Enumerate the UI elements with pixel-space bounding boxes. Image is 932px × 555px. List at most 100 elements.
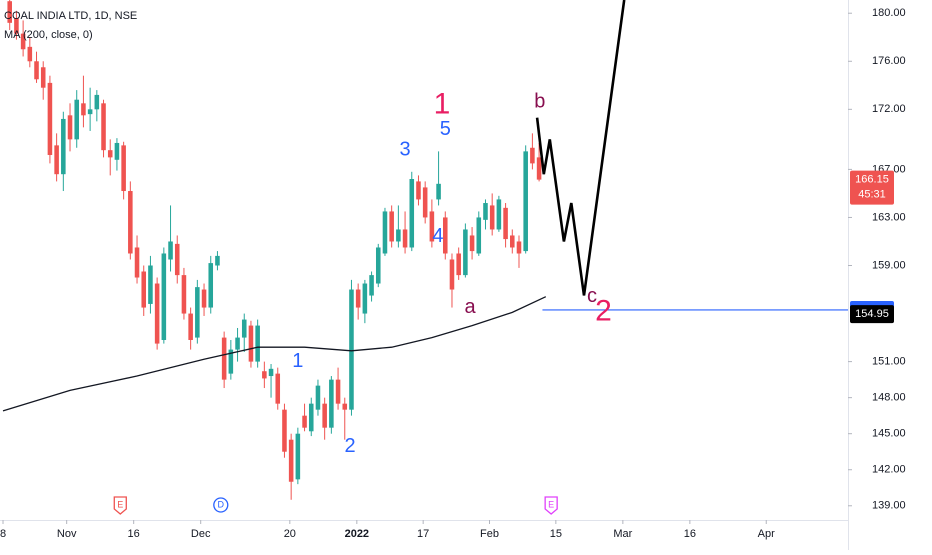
price-label: 166.15	[855, 174, 889, 186]
wave-label: 1	[292, 350, 303, 372]
x-tick-label: 2022	[345, 528, 369, 540]
x-tick-label: 15	[550, 528, 562, 540]
candle-body	[469, 235, 475, 252]
y-tick-label: 148.00	[872, 392, 906, 404]
candle-body	[161, 253, 167, 340]
x-tick-label: Nov	[57, 528, 77, 540]
candle-body	[302, 415, 307, 428]
y-tick-label: 163.00	[872, 211, 906, 223]
candle-body	[128, 191, 133, 254]
candle-body	[195, 287, 200, 338]
candle-body	[168, 241, 173, 260]
candle-body	[181, 275, 187, 314]
x-tick-label: 16	[128, 528, 140, 540]
candle-body	[255, 325, 260, 362]
wave-label: 2	[345, 435, 356, 457]
price-label: 154.95	[855, 308, 889, 320]
candle-body	[14, 18, 19, 34]
candle-body	[188, 313, 193, 340]
wave-label: b	[534, 90, 545, 112]
candle-body	[215, 255, 220, 266]
candle-body	[355, 289, 361, 308]
candle-body	[510, 235, 515, 248]
event-label: E	[117, 499, 123, 509]
candle-body	[429, 211, 435, 242]
candle-body	[463, 229, 468, 276]
candle-body	[34, 61, 39, 80]
candle-body	[61, 118, 66, 175]
candle-body	[134, 247, 140, 278]
candle-body	[315, 385, 321, 410]
event-label: E	[548, 499, 554, 509]
candle-body	[442, 217, 448, 254]
event-label: D	[218, 499, 225, 509]
wave-label: a	[465, 296, 477, 318]
wave-label: 2	[595, 294, 612, 327]
candle-body	[7, 1, 12, 23]
candle-body	[503, 207, 508, 240]
x-tick-label: Feb	[480, 528, 499, 540]
candle-body	[275, 373, 281, 404]
candle-body	[87, 109, 93, 115]
candle-body	[362, 283, 368, 314]
y-tick-label: 176.00	[872, 55, 906, 67]
y-tick-label: 159.00	[872, 259, 906, 271]
price-label-box	[850, 170, 894, 205]
candle-body	[416, 181, 421, 200]
candle-body	[489, 205, 495, 230]
candle-body	[335, 379, 341, 404]
candle-body	[20, 33, 26, 50]
price-label-box	[850, 305, 894, 324]
wave-label: 4	[432, 225, 443, 247]
x-tick-label: Mar	[613, 528, 632, 540]
candle-body	[496, 199, 502, 230]
candle-body	[148, 265, 153, 304]
candle-body	[268, 368, 274, 377]
wave-label: 3	[400, 138, 411, 160]
candle-body	[154, 283, 160, 344]
event-icon	[544, 496, 558, 515]
x-tick-label: 8	[0, 528, 6, 540]
candle-body	[456, 253, 461, 276]
wave-label: c	[587, 285, 597, 307]
candle-body	[288, 439, 294, 482]
candle-body	[74, 99, 80, 140]
candle-body	[241, 319, 247, 338]
candle-body	[141, 271, 147, 308]
candle-body	[47, 82, 53, 155]
candle-body	[228, 349, 234, 374]
candle-body	[27, 46, 33, 62]
candle-body	[449, 259, 455, 290]
indicator-label: MA (200, close, 0)	[4, 29, 93, 41]
event-icon	[213, 497, 229, 513]
candle-body	[235, 337, 240, 350]
candle-body	[389, 211, 394, 242]
candle-body	[67, 115, 73, 140]
candle-body	[201, 289, 207, 308]
candle-body	[262, 371, 267, 379]
candle-body	[483, 203, 488, 220]
x-tick-label: 20	[284, 528, 296, 540]
x-tick-label: Apr	[758, 528, 775, 540]
candle-body	[536, 157, 542, 180]
candle-body	[174, 243, 180, 276]
x-tick-label: Dec	[191, 528, 211, 540]
candle-body	[329, 379, 334, 428]
wave-label: 1	[434, 88, 451, 121]
y-tick-label: 180.00	[872, 7, 906, 19]
x-tick-label: 16	[684, 528, 696, 540]
candle-body	[530, 147, 535, 164]
countdown-label: 45:31	[858, 189, 886, 201]
wave-label: 5	[440, 118, 451, 140]
y-tick-label: 145.00	[872, 428, 906, 440]
candle-body	[121, 145, 126, 192]
candle-body	[402, 229, 408, 248]
candle-body	[282, 409, 287, 452]
candle-body	[349, 289, 354, 410]
candle-body	[221, 337, 227, 380]
candle-body	[107, 150, 113, 158]
candle-body	[208, 263, 214, 308]
moving-average-line	[2, 296, 547, 412]
projection-line	[535, 0, 626, 296]
